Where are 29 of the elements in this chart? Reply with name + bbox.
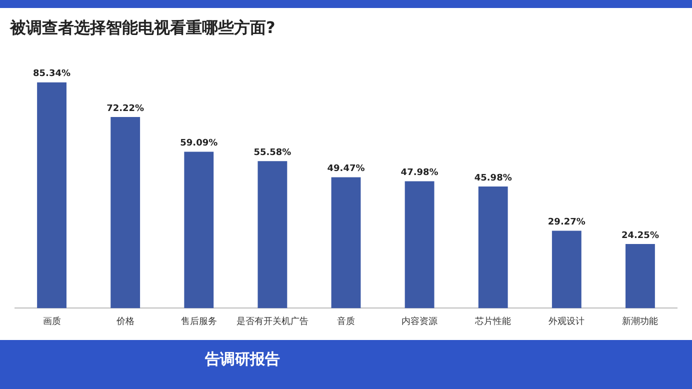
data-label: 55.58% xyxy=(254,148,292,158)
x-tick-label: 芯片性能 xyxy=(474,316,512,326)
data-label: 45.98% xyxy=(474,173,512,184)
data-label: 59.09% xyxy=(180,138,218,149)
bar xyxy=(478,186,508,308)
x-tick-label: 售后服务 xyxy=(180,316,217,326)
data-label: 29.27% xyxy=(548,218,586,228)
x-tick-label: 是否有开关机广告 xyxy=(236,316,308,326)
data-label: 47.98% xyxy=(400,168,438,178)
x-tick-label: 外观设计 xyxy=(548,316,585,326)
data-label: 85.34% xyxy=(33,69,71,80)
bar xyxy=(184,152,214,308)
x-tick-label: 音质 xyxy=(337,316,355,326)
bar xyxy=(258,161,288,308)
chart-title: 被调查者选择智能电视看重哪些方面? xyxy=(10,18,276,39)
x-tick-label: 价格 xyxy=(115,316,134,326)
bar xyxy=(626,244,655,308)
bar xyxy=(404,181,434,308)
bar xyxy=(37,82,66,308)
x-tick-label: 内容资源 xyxy=(402,316,438,326)
text: 告调研报告 xyxy=(205,350,280,369)
x-tick-label: 画质 xyxy=(42,316,61,326)
bar xyxy=(552,230,582,308)
data-label: 72.22% xyxy=(106,104,144,114)
bar xyxy=(331,177,361,308)
data-label: 24.25% xyxy=(621,230,659,241)
bar xyxy=(110,117,140,308)
x-tick-label: 新潮功能 xyxy=(622,316,658,326)
data-label: 49.47% xyxy=(327,164,365,174)
